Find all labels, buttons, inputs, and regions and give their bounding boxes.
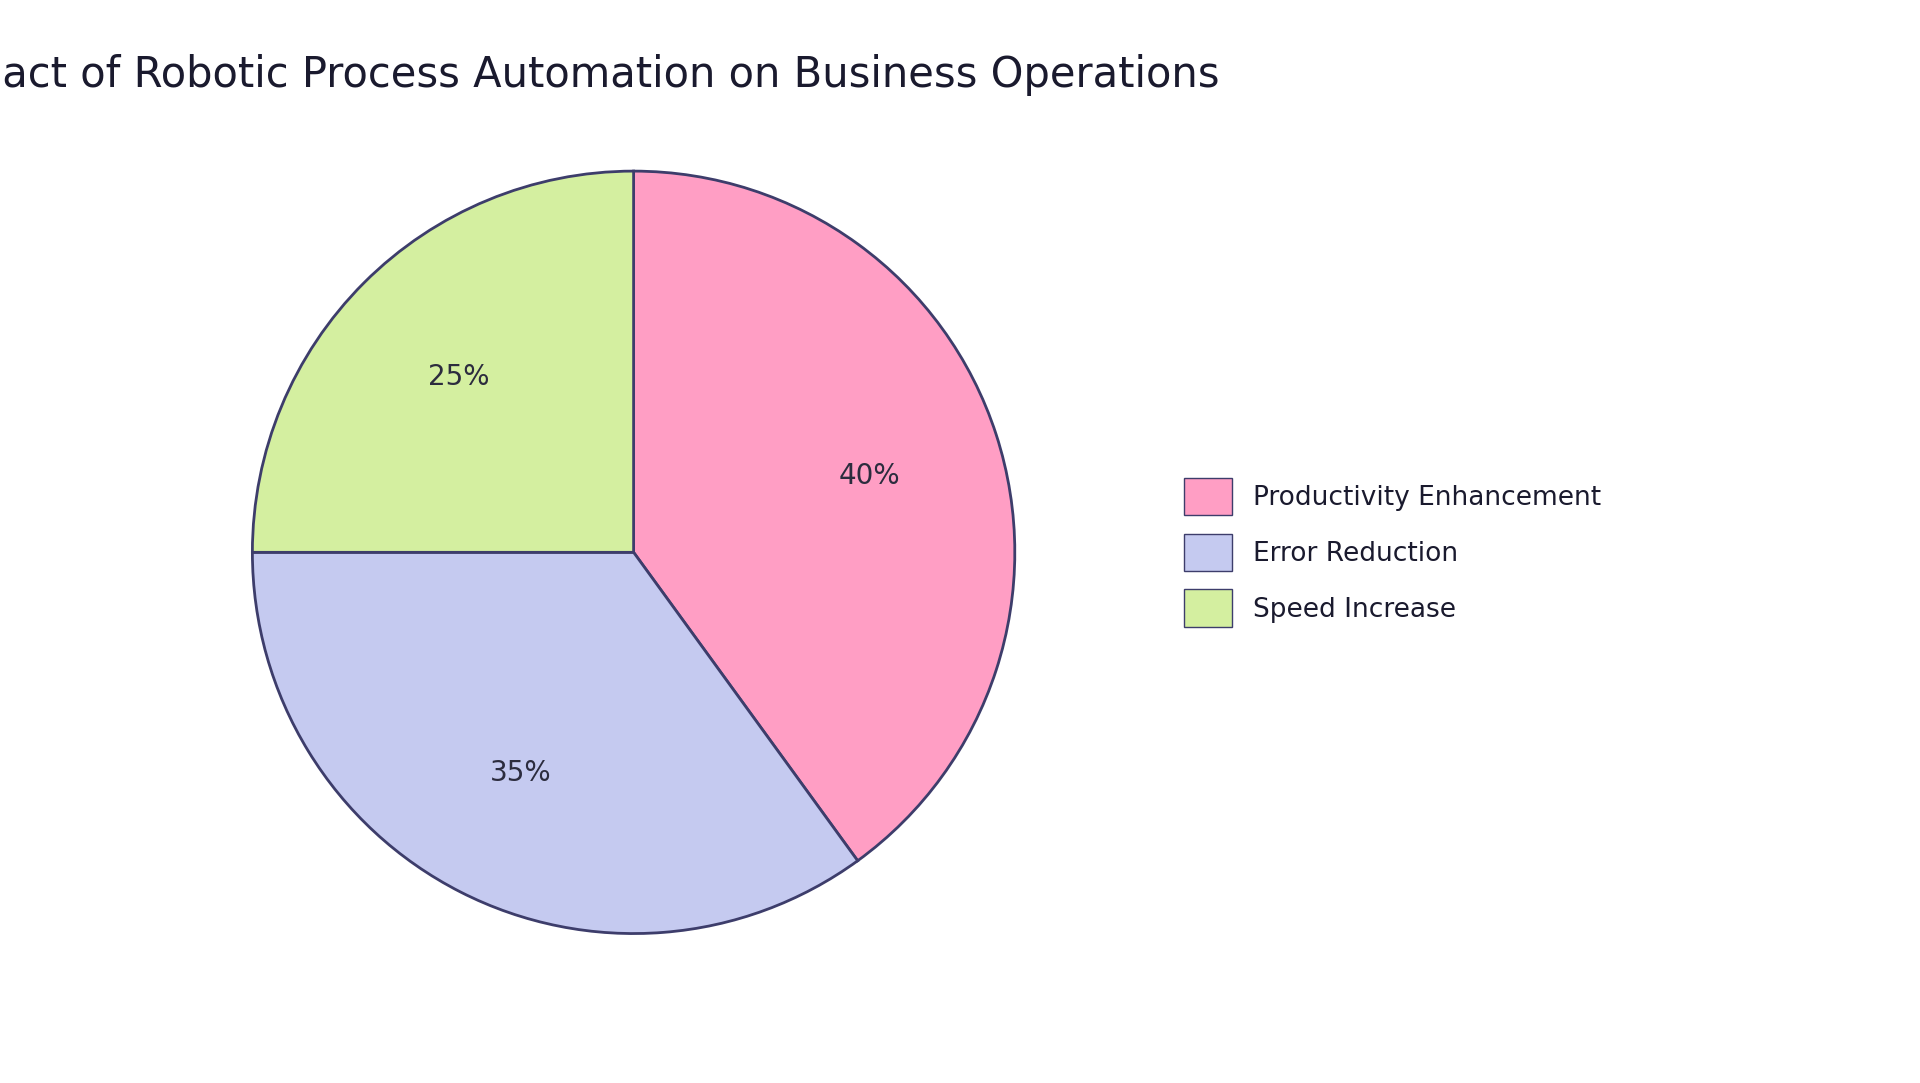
Legend: Productivity Enhancement, Error Reduction, Speed Increase: Productivity Enhancement, Error Reductio… <box>1171 465 1615 640</box>
Text: 25%: 25% <box>428 363 490 391</box>
Text: 35%: 35% <box>490 759 551 787</box>
Text: 40%: 40% <box>839 461 900 490</box>
Wedge shape <box>252 552 858 934</box>
Wedge shape <box>252 171 634 552</box>
Text: Impact of Robotic Process Automation on Business Operations: Impact of Robotic Process Automation on … <box>0 54 1219 96</box>
Wedge shape <box>634 171 1016 861</box>
